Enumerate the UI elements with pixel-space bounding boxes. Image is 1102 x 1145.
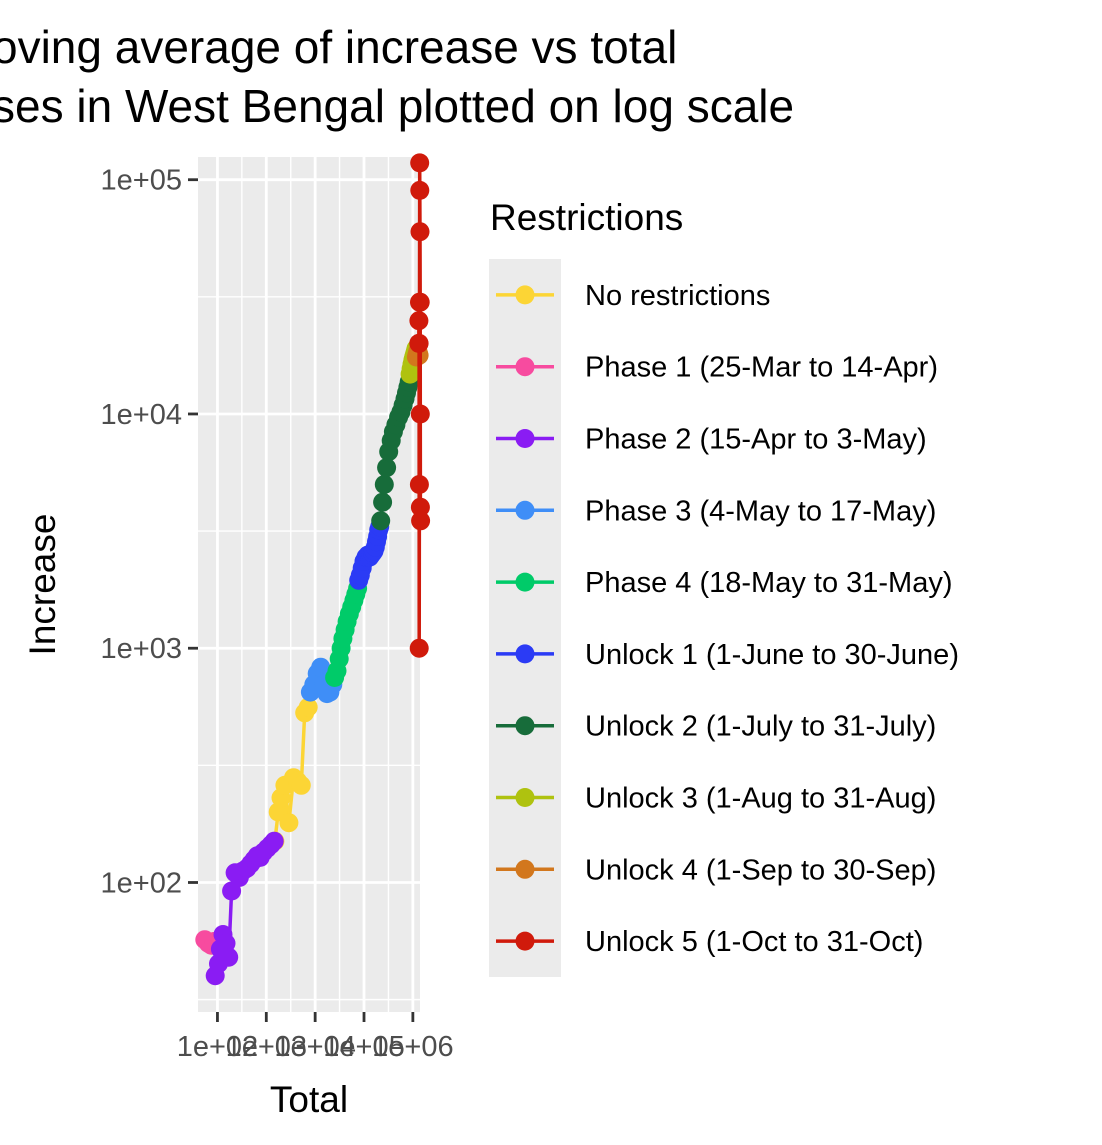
series-10 (409, 153, 431, 658)
legend-item: Phase 3 (4-May to 17-May) (496, 495, 936, 527)
legend-key-point (515, 357, 535, 377)
x-tick-label: 1e+06 (372, 1031, 453, 1063)
x-tick-label: 1e+02 (177, 1031, 258, 1063)
x-axis-title: Total (270, 1079, 348, 1120)
legend-item: Unlock 3 (1-Aug to 31-Aug) (496, 783, 936, 815)
chart-title: oving average of increase vs total ses i… (0, 21, 794, 132)
axes: 1e+021e+031e+041e+051e+061e+021e+031e+04… (101, 165, 454, 1063)
data-point (409, 638, 429, 658)
legend-label: Unlock 3 (1-Aug to 31-Aug) (585, 783, 936, 815)
x-tick-label: 1e+04 (274, 1031, 355, 1063)
legend-label: Phase 2 (15-Apr to 3-May) (585, 424, 927, 456)
legend-item: Phase 2 (15-Apr to 3-May) (496, 424, 927, 456)
data-point (410, 292, 430, 312)
x-tick-label: 1e+03 (226, 1031, 307, 1063)
data-point (373, 492, 393, 512)
legend-label: Unlock 5 (1-Oct to 31-Oct) (585, 926, 923, 958)
data-point (410, 153, 430, 173)
legend-label: Unlock 1 (1-June to 30-June) (585, 639, 959, 671)
grid-major (198, 157, 420, 1012)
data-point (371, 511, 391, 531)
legend-item: Unlock 4 (1-Sep to 30-Sep) (496, 854, 936, 886)
data-point (410, 404, 430, 424)
y-tick-label: 1e+04 (101, 399, 182, 431)
data-point (377, 458, 397, 478)
data-point (311, 657, 331, 677)
chart-title-line-2: ses in West Bengal plotted on log scale (0, 80, 794, 132)
series-3 (205, 831, 284, 986)
legend-label: Unlock 2 (1-July to 31-July) (585, 711, 936, 743)
data-point (219, 947, 239, 967)
y-axis-title: Increase (22, 514, 63, 656)
legend-label: Phase 3 (4-May to 17-May) (585, 495, 936, 527)
series-7 (371, 372, 419, 531)
legend-key-point (515, 500, 535, 520)
legend-label: Phase 1 (25-Mar to 14-Apr) (585, 352, 938, 384)
legend-item: Unlock 1 (1-June to 30-June) (496, 639, 959, 671)
legend-item: Unlock 2 (1-July to 31-July) (496, 711, 936, 743)
data-point (409, 333, 429, 353)
legend-key-point (515, 644, 535, 664)
y-tick-label: 1e+03 (101, 633, 182, 665)
data-point (291, 775, 311, 795)
legend-label: No restrictions (585, 280, 770, 312)
chart-title-line-1: oving average of increase vs total (0, 21, 677, 73)
data-point (410, 180, 430, 200)
data-point (410, 222, 430, 242)
data-point (411, 511, 431, 531)
legend-key-point (515, 931, 535, 951)
data-point (410, 497, 430, 517)
legend-key-point (515, 285, 535, 305)
legend-key-background (489, 259, 561, 977)
legend-label: Unlock 4 (1-Sep to 30-Sep) (585, 854, 936, 886)
data-point (298, 697, 318, 717)
legend-key-point (515, 716, 535, 736)
data-point (409, 311, 429, 331)
y-tick-label: 1e+02 (101, 867, 182, 899)
legend-key-point (515, 429, 535, 448)
legend-item: Phase 1 (25-Mar to 14-Apr) (496, 352, 938, 384)
data-point (374, 475, 394, 494)
data-point (409, 475, 429, 494)
legend-title: Restrictions (490, 197, 683, 238)
series-4 (300, 657, 343, 704)
legend-item: No restrictions (496, 280, 770, 312)
legend-item: Unlock 5 (1-Oct to 31-Oct) (496, 926, 923, 958)
series-layer (195, 153, 431, 986)
legend-item: Phase 4 (18-May to 31-May) (496, 567, 952, 599)
data-point (264, 831, 284, 851)
data-point (279, 813, 299, 833)
legend-label: Phase 4 (18-May to 31-May) (585, 567, 952, 599)
legend: Restrictions No restrictions Phase 1 (25-… (489, 197, 959, 977)
legend-key-point (515, 788, 535, 807)
x-tick-label: 1e+05 (323, 1031, 404, 1063)
legend-key-point (515, 859, 535, 879)
legend-key-point (515, 572, 535, 592)
y-tick-label: 1e+05 (101, 165, 182, 197)
